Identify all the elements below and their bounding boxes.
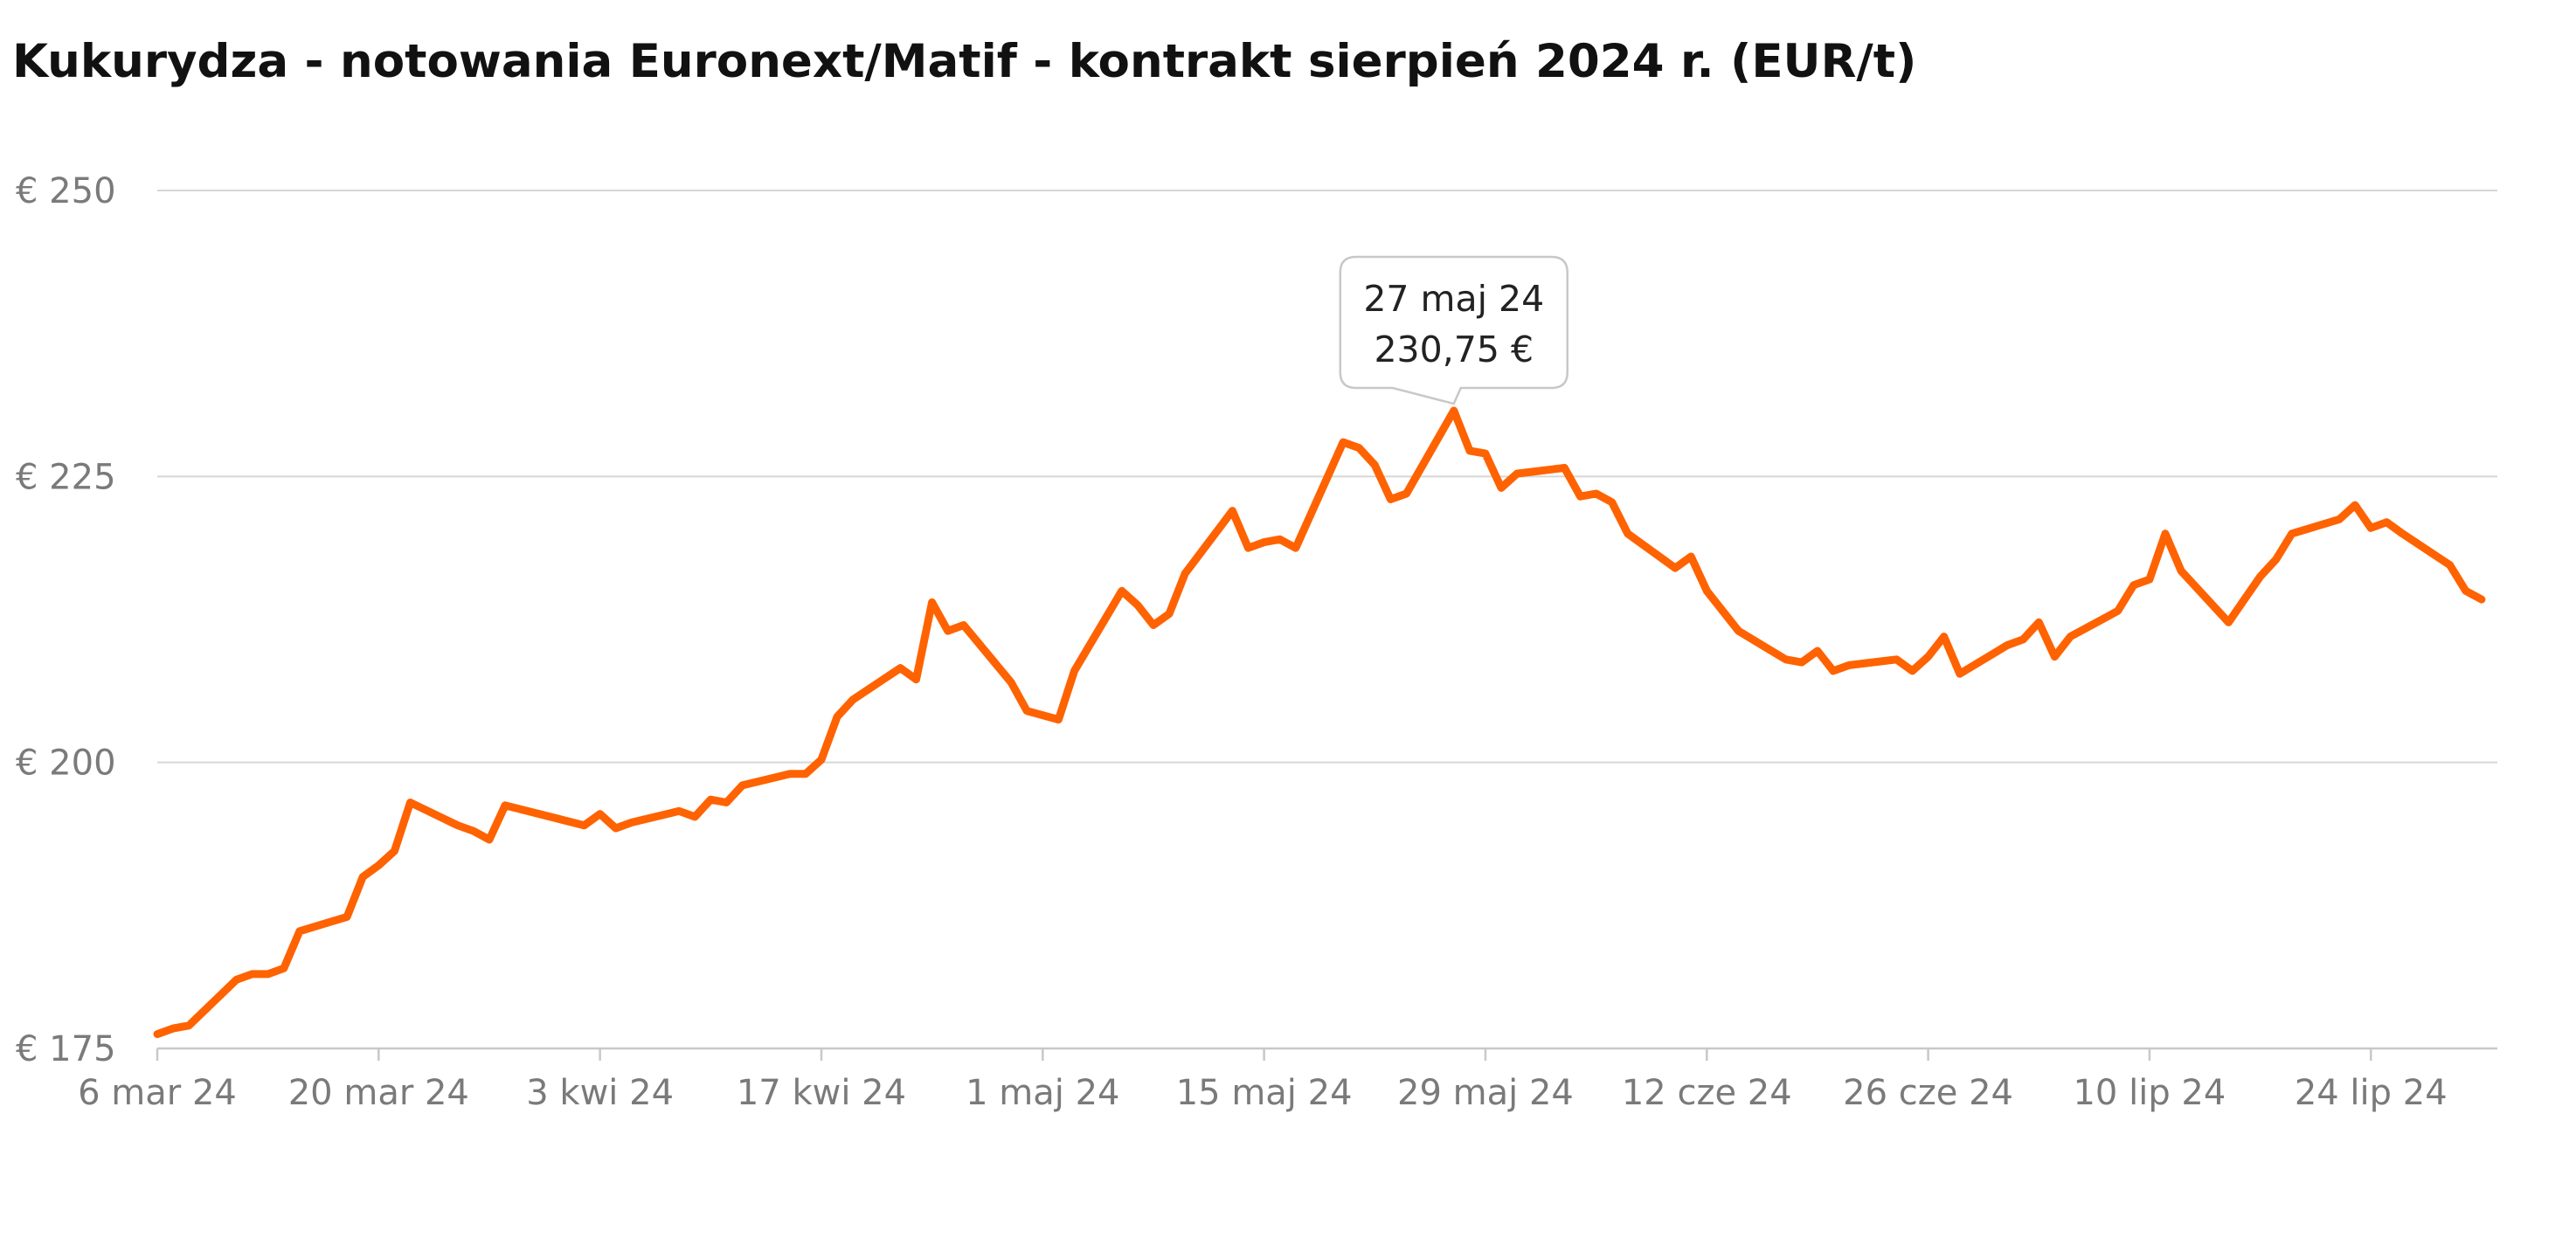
callout-date: 27 maj 24 bbox=[1363, 278, 1544, 320]
x-tick-label: 29 maj 24 bbox=[1397, 1073, 1574, 1113]
y-tick-label: € 250 bbox=[16, 171, 116, 211]
chart-title: Kukurydza - notowania Euronext/Matif - k… bbox=[12, 35, 1917, 88]
x-axis bbox=[156, 1047, 2497, 1061]
x-tick-label: 3 kwi 24 bbox=[526, 1073, 674, 1113]
x-tick-label: 6 mar 24 bbox=[78, 1073, 237, 1113]
x-tick-label: 20 mar 24 bbox=[288, 1073, 469, 1113]
x-tick-label: 24 lip 24 bbox=[2295, 1073, 2448, 1113]
peak-callout: 27 maj 24 230,75 € bbox=[1339, 255, 1569, 405]
x-tick-label: 10 lip 24 bbox=[2073, 1073, 2226, 1113]
y-tick-label: € 225 bbox=[16, 457, 116, 497]
y-tick-label: € 175 bbox=[16, 1029, 116, 1069]
x-tick-label: 12 cze 24 bbox=[1622, 1073, 1792, 1113]
x-axis-labels: 6 mar 24 20 mar 24 3 kwi 24 17 kwi 24 1 maj … bbox=[78, 1073, 2448, 1113]
x-tick-label: 15 maj 24 bbox=[1176, 1073, 1353, 1113]
y-tick-label: € 200 bbox=[16, 744, 116, 784]
x-tick-label: 17 kwi 24 bbox=[737, 1073, 906, 1113]
callout-value: 230,75 € bbox=[1374, 329, 1534, 370]
x-tick-label: 26 cze 24 bbox=[1843, 1073, 2013, 1113]
series-line bbox=[153, 406, 2486, 1039]
series-layer bbox=[153, 406, 2486, 1039]
callout-box bbox=[1339, 255, 1569, 405]
y-axis-labels: € 250 € 225 € 200 € 175 bbox=[16, 171, 116, 1069]
x-tick-label: 1 maj 24 bbox=[966, 1073, 1119, 1113]
